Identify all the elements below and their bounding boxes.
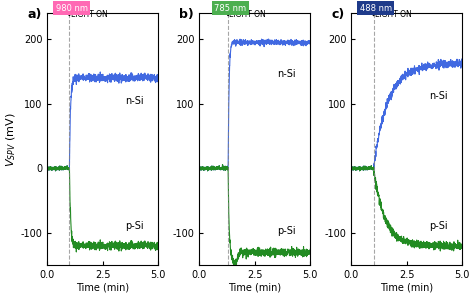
Y-axis label: $V_{SPV}$ (mV): $V_{SPV}$ (mV): [4, 112, 18, 167]
X-axis label: Time (min): Time (min): [228, 283, 281, 293]
Text: a): a): [27, 8, 42, 21]
Text: n-Si: n-Si: [125, 96, 144, 105]
Text: n-Si: n-Si: [429, 91, 447, 101]
Text: 785 nm: 785 nm: [214, 4, 246, 13]
X-axis label: Time (min): Time (min): [76, 283, 129, 293]
Text: LIGHT ON: LIGHT ON: [229, 10, 266, 18]
Text: LIGHT ON: LIGHT ON: [71, 10, 107, 18]
X-axis label: Time (min): Time (min): [380, 283, 433, 293]
Text: b): b): [180, 8, 194, 21]
Text: p-Si: p-Si: [277, 226, 295, 236]
Text: c): c): [331, 8, 345, 21]
Text: 488 nm: 488 nm: [360, 4, 392, 13]
Text: 980 nm: 980 nm: [55, 4, 88, 13]
Text: n-Si: n-Si: [277, 69, 295, 79]
Text: LIGHT ON: LIGHT ON: [374, 10, 411, 18]
Text: p-Si: p-Si: [125, 222, 144, 231]
Text: p-Si: p-Si: [429, 222, 447, 231]
